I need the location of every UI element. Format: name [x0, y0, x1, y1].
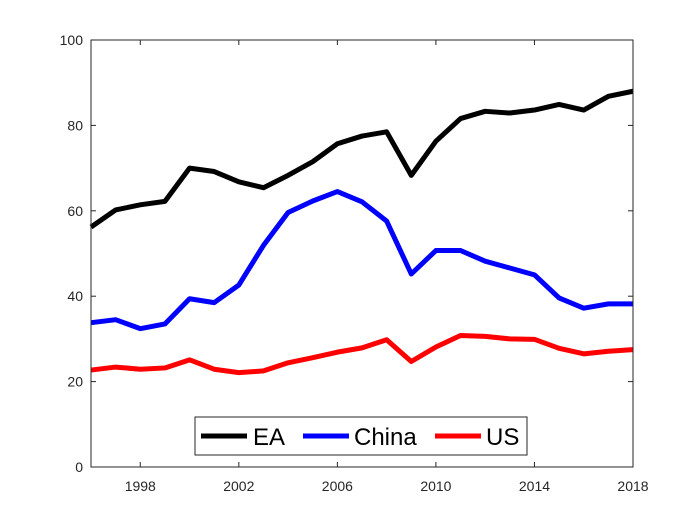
legend-label-china: China — [354, 424, 417, 451]
y-tick-label: 80 — [67, 117, 83, 133]
series-line-china — [90, 189, 633, 332]
x-tick-label: 2010 — [420, 478, 451, 494]
x-tick-label: 2014 — [519, 478, 550, 494]
ticks-layer: 1998 2002 2006 2010 2014 2018 0 20 40 60 80 100 — [60, 32, 649, 494]
legend-label-ea: EA — [253, 424, 285, 451]
legend: EA China US — [194, 416, 528, 456]
y-tick-label: 100 — [60, 32, 84, 48]
series-line-ea — [89, 88, 634, 230]
x-tick-label: 2002 — [223, 478, 254, 494]
x-tick-label: 2018 — [617, 478, 648, 494]
plot-area — [91, 40, 633, 467]
x-tick-label: 1998 — [125, 478, 156, 494]
y-tick-label: 0 — [75, 459, 83, 475]
y-tick-label: 20 — [67, 374, 83, 390]
x-tick-label: 2006 — [322, 478, 353, 494]
legend-label-us: US — [486, 424, 519, 451]
axes-box — [90, 39, 634, 468]
series-layer — [89, 88, 634, 376]
series-line-us — [90, 332, 634, 376]
y-tick-label: 40 — [67, 288, 83, 304]
y-tick-label: 60 — [67, 203, 83, 219]
